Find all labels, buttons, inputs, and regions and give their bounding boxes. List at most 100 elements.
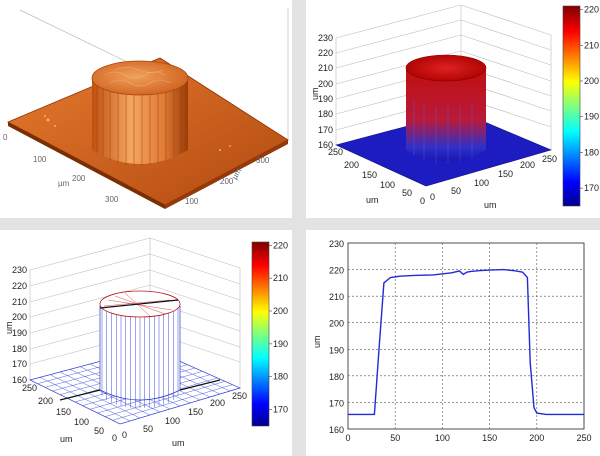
surface-base-edge [8, 122, 165, 209]
y-tick-label: 100 [185, 197, 199, 206]
y-tick-label: 100 [380, 180, 395, 190]
z-axis-label: um [310, 87, 320, 100]
colorbar-tick-label: 200 [584, 76, 599, 86]
surface-cylinder-striations [413, 100, 473, 163]
colorbar-tick-label: 180 [584, 147, 599, 157]
x-tick-label: 300 [105, 195, 119, 204]
x-tick-label: 250 [232, 391, 247, 401]
y-axis-label: um [366, 195, 379, 205]
x-tick-label: 150 [498, 169, 513, 179]
y-tick-label: 220 [329, 266, 344, 276]
x-tick-label: 0 [430, 192, 435, 202]
y-tick-label: 210 [329, 292, 344, 302]
mesh-plot-colormap: 230 220 210 200 190 180 170 160 um 250 2… [0, 230, 292, 456]
x-tick-label: 150 [482, 433, 497, 443]
x-axis-label: um [172, 438, 185, 448]
y-tick-label: 0 [112, 433, 117, 443]
y-tick-label: 200 [220, 177, 234, 186]
z-tick-label: 160 [12, 375, 27, 385]
z-tick-label: 220 [318, 48, 333, 58]
y-tick-label: 50 [94, 426, 104, 436]
z-tick-label: 150 [290, 14, 292, 28]
colorbar-tick-label: 210 [273, 273, 288, 283]
surface-plot-colormap: 230 220 210 200 190 180 170 160 um 250 2… [306, 0, 600, 218]
surface-cylinder-body [406, 70, 486, 161]
x-tick-label: 0 [3, 133, 8, 142]
z-ticks: 230 220 210 200 190 180 170 160 [318, 33, 333, 150]
y-tick-label: 250 [22, 383, 37, 393]
y-tick-label: 160 [329, 425, 344, 435]
colorbar-tick-label: 190 [584, 112, 599, 122]
surface-plot-orange-svg: 150 100 50 0 100 200 300 µm 100 200 300 … [3, 8, 292, 209]
colorbar-ticks: 220 210 200 190 180 170 [269, 240, 288, 415]
z-tick-label: 230 [12, 265, 27, 275]
z-axis-label: um [4, 321, 14, 334]
colorbar-tick-label: 200 [273, 306, 288, 316]
colorbar-tick-label: 190 [273, 339, 288, 349]
x-tick-label: 200 [210, 398, 225, 408]
y-ticks: 160 170 180 190 200 210 220 230 [329, 239, 344, 435]
profile-series-line [348, 268, 584, 416]
y-tick-label: 150 [362, 170, 377, 180]
y-tick-label: 300 [256, 156, 270, 165]
x-tick-label: 0 [345, 433, 350, 443]
y-tick-label: 250 [328, 147, 343, 157]
z-tick-label: 170 [318, 125, 333, 135]
y-tick-label: 200 [344, 160, 359, 170]
line-profile-plot-svg: 0 50 100 150 200 250 160 170 180 190 200 210 220 230… [312, 239, 592, 443]
colorbar-tick-label: 220 [273, 240, 288, 250]
mesh-cylinder-lines [101, 308, 179, 408]
colorbar-tick-label: 170 [584, 183, 599, 193]
z-tick-label: 100 [290, 56, 292, 70]
colorbar-ticks: 220 210 200 190 180 170 [580, 5, 599, 193]
y-tick-label: 200 [38, 396, 53, 406]
y-axis-label: um [60, 434, 73, 444]
y-tick-label: 50 [402, 188, 412, 198]
surface-plot-orange: 150 100 50 0 100 200 300 µm 100 200 300 … [0, 0, 292, 218]
z-tick-label: 230 [318, 33, 333, 43]
y-tick-label: 150 [56, 407, 71, 417]
x-tick-label: 200 [529, 433, 544, 443]
surface-cylinder-striations [96, 84, 182, 166]
z-tick-label: 170 [12, 359, 27, 369]
z-tick-label: 190 [318, 94, 333, 104]
x-tick-label: 100 [474, 178, 489, 188]
z-tick-label: 220 [12, 281, 27, 291]
surface-top-texture [104, 67, 171, 87]
z-ticks: 230 220 210 200 190 180 170 160 [12, 265, 27, 385]
colorbar [562, 5, 581, 207]
x-tick-label: 100 [165, 416, 180, 426]
x-tick-label: 250 [542, 154, 557, 164]
x-tick-label: 200 [72, 174, 86, 183]
mesh-floor-line [104, 381, 226, 417]
z-tick-label: 180 [12, 344, 27, 354]
z-tick-label: 210 [12, 297, 27, 307]
z-tick-label: 190 [12, 328, 27, 338]
surface-cylinder-top [405, 54, 487, 82]
surface-cylinder-top [91, 60, 189, 96]
z-tick-label: 50 [290, 92, 292, 101]
x-tick-label: 100 [435, 433, 450, 443]
x-tick-label: 100 [33, 155, 47, 164]
colorbar-tick-label: 180 [273, 372, 288, 382]
x-axis-label: um [484, 200, 497, 210]
colorbar-tick-label: 210 [584, 40, 599, 50]
x-tick-label: 150 [188, 407, 203, 417]
colorbar [251, 241, 270, 427]
surface-base-edge-right [165, 140, 288, 209]
grid-lines [348, 243, 584, 429]
colorbar-tick-label: 170 [273, 405, 288, 415]
y-tick-label: 180 [329, 372, 344, 382]
mesh-profile-line-floor [59, 379, 221, 401]
x-axis-label: µm [58, 179, 70, 188]
z-tick-label: 180 [318, 109, 333, 119]
mesh-plot-colormap-svg: 230 220 210 200 190 180 170 160 um 250 2… [4, 237, 288, 448]
y-tick-label: 230 [329, 239, 344, 249]
x-tick-label: 50 [143, 424, 153, 434]
mesh-profile-line [99, 299, 179, 309]
z-tick-label: 200 [318, 79, 333, 89]
x-tick-label: 50 [390, 433, 400, 443]
z-tick-label: 210 [318, 63, 333, 73]
z-tick-label: 160 [318, 140, 333, 150]
surface-plot-colormap-svg: 230 220 210 200 190 180 170 160 um 250 2… [310, 5, 599, 210]
